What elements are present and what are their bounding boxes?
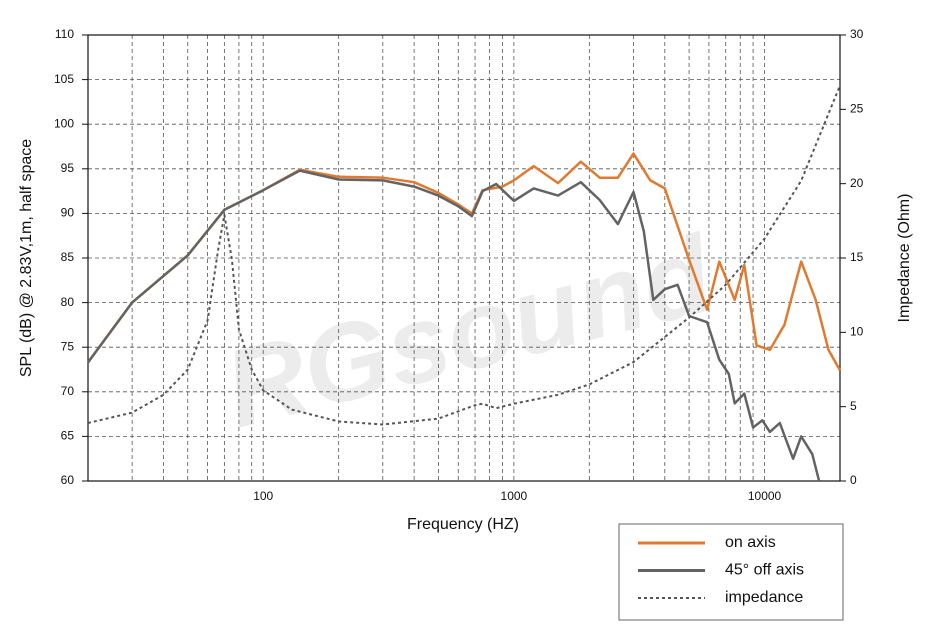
y-tick-label: 90 — [61, 206, 75, 220]
plot-frame — [87, 34, 841, 482]
y2-tick-label: 20 — [850, 176, 864, 190]
legend-label: 45° off axis — [725, 562, 804, 579]
x-axis-label: Frequency (HZ) — [407, 516, 519, 533]
x-tick-label: 1000 — [501, 489, 528, 503]
legend-label: on axis — [725, 534, 776, 551]
y-tick-label: 60 — [61, 473, 75, 487]
y2-tick-label: 15 — [850, 250, 864, 264]
y2-tick-label: 30 — [850, 27, 864, 41]
y2-tick-label: 5 — [850, 399, 857, 413]
x-tick-label: 10000 — [748, 489, 782, 503]
y-tick-label: 65 — [61, 429, 75, 443]
x-tick-label: 100 — [253, 489, 273, 503]
legend-label: impedance — [725, 589, 803, 606]
y-tick-label: 80 — [61, 295, 75, 309]
y-tick-label: 105 — [54, 72, 74, 86]
y-tick-label: 85 — [61, 250, 75, 264]
series-line — [86, 152, 842, 372]
y2-tick-label: 10 — [850, 325, 864, 339]
y-axis-label: SPL (dB) @ 2.83V,1m, half space — [18, 139, 35, 377]
y-tick-label: 110 — [55, 27, 74, 41]
y-tick-label: 75 — [61, 339, 75, 353]
y2-axis-label: Impedance (Ohm) — [896, 194, 913, 323]
series-line — [86, 169, 821, 482]
y2-tick-label: 0 — [850, 473, 857, 487]
y2-tick-label: 25 — [850, 102, 864, 116]
y-tick-label: 100 — [54, 116, 74, 130]
y-tick-label: 70 — [61, 384, 75, 398]
watermark: RGsound — [213, 212, 726, 452]
y-tick-label: 95 — [61, 161, 75, 175]
series-line — [87, 85, 841, 426]
